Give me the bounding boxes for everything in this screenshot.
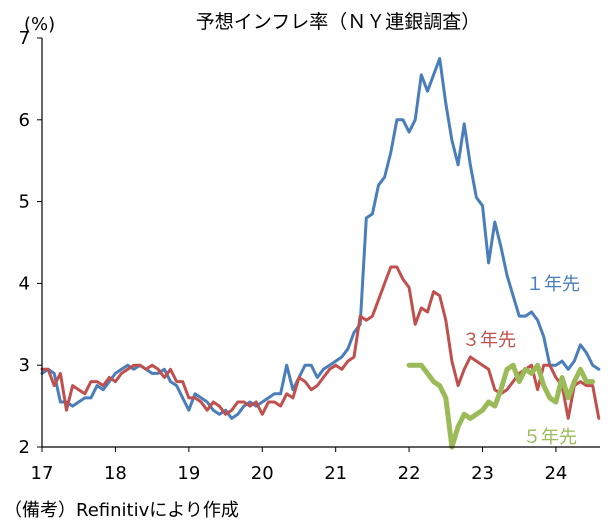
y-tick-label: 6	[19, 110, 30, 131]
y-axis-unit: (%)	[24, 14, 55, 35]
chart-title: 予想インフレ率（ＮＹ連銀調査）	[196, 11, 480, 33]
series-label-3: ５年先	[523, 427, 577, 448]
x-tick-label: 20	[251, 463, 274, 484]
x-tick-label: 24	[544, 463, 567, 484]
series-line-3	[406, 362, 596, 450]
series-label-1: １年先	[526, 274, 580, 295]
y-tick-label: 5	[19, 192, 30, 213]
y-tick-label: 4	[19, 273, 30, 294]
x-tick-label: 18	[104, 463, 127, 484]
x-tick-label: 17	[31, 463, 54, 484]
x-tick-label: 19	[177, 463, 200, 484]
y-tick-label: 2	[19, 437, 30, 458]
series-labels: １年先 ３年先 ５年先	[462, 274, 580, 448]
x-tick-label: 23	[471, 463, 494, 484]
source-note: （備考）Refinitivにより作成	[4, 500, 239, 521]
series-layer	[40, 57, 601, 450]
series-line-1	[40, 57, 601, 420]
x-tick-label: 21	[324, 463, 347, 484]
series-label-2: ３年先	[462, 330, 516, 351]
y-tick-label: 3	[19, 355, 30, 376]
x-tick-label: 22	[398, 463, 421, 484]
series-line-2	[40, 265, 601, 420]
y-tick-label: 7	[19, 28, 30, 49]
